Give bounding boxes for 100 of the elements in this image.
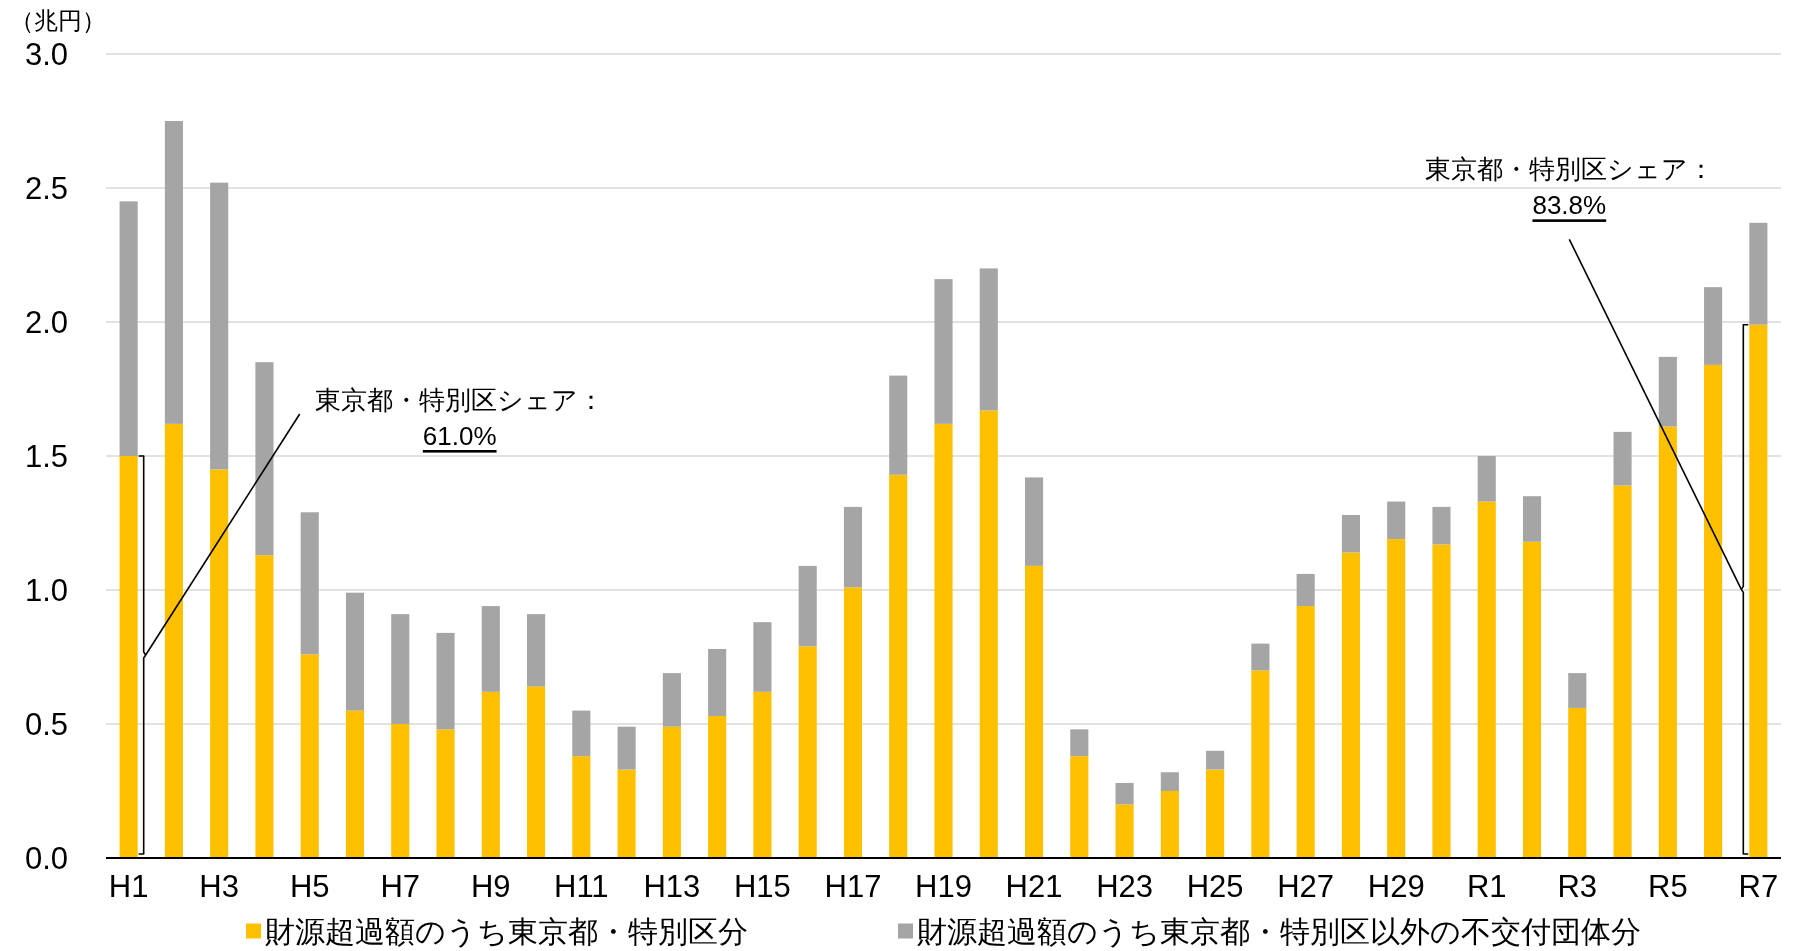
x-tick-label: H1: [108, 868, 149, 904]
x-tick-label: R1: [1466, 868, 1507, 904]
bar: [572, 756, 591, 858]
bar: [210, 182, 229, 470]
bar: [1115, 782, 1134, 805]
bar: [1341, 552, 1360, 858]
bar: [843, 587, 863, 858]
bar: [889, 474, 908, 858]
x-tick-label: H29: [1367, 868, 1425, 904]
x-tick-label: H13: [643, 868, 701, 904]
bar: [1658, 426, 1677, 858]
bar: [708, 715, 727, 858]
bar: [1341, 514, 1360, 553]
x-tick-label: H17: [824, 868, 882, 904]
x-tick-label: H9: [470, 868, 511, 904]
bar: [1613, 431, 1632, 486]
bar: [1568, 673, 1587, 708]
bar: [391, 724, 410, 858]
bar: [1115, 804, 1134, 858]
bar: [617, 769, 636, 858]
bar: [119, 201, 138, 456]
bar: [1477, 456, 1496, 502]
x-tick-label: H23: [1096, 868, 1154, 904]
bar: [1387, 539, 1406, 858]
bar: [1206, 769, 1225, 858]
bar: [889, 375, 908, 475]
bar: [1206, 750, 1225, 770]
bar: [1160, 772, 1179, 791]
y-tick-label: 2.5: [24, 170, 68, 206]
bar: [481, 691, 500, 858]
bar: [300, 512, 319, 655]
bar: [391, 614, 410, 724]
bar: [1522, 496, 1542, 542]
bar: [255, 362, 274, 556]
bar: [662, 726, 681, 858]
x-tick-label: R7: [1738, 868, 1779, 904]
bar: [1432, 544, 1451, 858]
bar: [1024, 565, 1044, 858]
bar: [843, 506, 863, 588]
bar: [481, 606, 500, 692]
x-tick-label: H7: [380, 868, 421, 904]
bar: [1522, 541, 1542, 858]
bar: [798, 565, 817, 647]
bar: [1024, 477, 1044, 566]
bar: [1251, 670, 1270, 858]
bar: [300, 654, 319, 858]
bar: [1070, 729, 1089, 757]
y-tick-label: 1.0: [24, 572, 68, 608]
y-tick-label: 0.5: [24, 706, 68, 742]
bar: [708, 648, 727, 716]
bar: [1432, 506, 1451, 545]
bar: [1070, 756, 1089, 858]
y-tick-label: 0.0: [24, 840, 68, 876]
bar: [572, 710, 591, 757]
y-axis-title: （兆円）: [10, 6, 106, 34]
y-tick-label: 2.0: [24, 304, 68, 340]
bar: [1749, 222, 1768, 325]
y-tick-label: 3.0: [24, 36, 68, 72]
bar: [164, 121, 183, 424]
x-tick-label: H15: [733, 868, 791, 904]
bar: [210, 469, 229, 858]
bar: [1296, 573, 1315, 607]
bar: [1704, 364, 1723, 858]
x-tick-label: H19: [915, 868, 972, 904]
bar: [1568, 707, 1587, 858]
bar: [662, 673, 681, 727]
bar: [934, 279, 953, 424]
x-tick-label: H25: [1186, 868, 1244, 904]
bar: [255, 555, 274, 858]
bar: [753, 691, 772, 858]
bar: [753, 622, 772, 692]
bar: [934, 423, 953, 858]
x-tick-label: H11: [554, 868, 609, 904]
x-tick-label: R3: [1557, 868, 1598, 904]
x-tick-label: R5: [1648, 868, 1688, 904]
bar: [1477, 501, 1496, 858]
bar: [345, 592, 365, 711]
x-tick-label: H21: [1005, 868, 1063, 904]
bar: [798, 646, 817, 858]
annotation: 東京都・特別区シェア： 83.8%: [1424, 154, 1714, 221]
legend-label: 財源超過額のうち東京都・特別区分: [265, 914, 748, 948]
y-tick-label: 1.5: [24, 438, 68, 474]
bar: [527, 686, 546, 858]
bar: [979, 410, 998, 858]
bar: [1658, 356, 1677, 427]
bar: [1387, 501, 1406, 540]
bar: [436, 632, 455, 730]
bar: [1613, 485, 1632, 858]
bar: [527, 614, 546, 687]
x-tick-label: H5: [289, 868, 330, 904]
x-tick-label: H27: [1277, 868, 1335, 904]
bar: [1704, 287, 1723, 365]
bar: [1251, 643, 1270, 671]
legend-label: 財源超過額のうち東京都・特別区以外の不交付団体分: [917, 914, 1641, 948]
bar: [1160, 791, 1179, 858]
bar: [617, 726, 636, 770]
bar: [436, 729, 455, 858]
x-tick-label: H3: [199, 868, 239, 904]
bar: [164, 423, 183, 858]
bar: [1749, 324, 1768, 858]
